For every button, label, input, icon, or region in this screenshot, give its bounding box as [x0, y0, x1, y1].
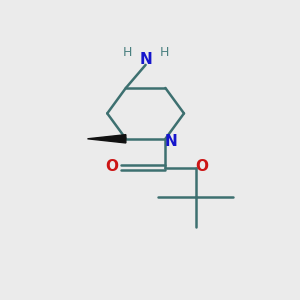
Text: N: N	[165, 134, 178, 148]
Polygon shape	[88, 135, 126, 143]
Text: H: H	[160, 46, 169, 59]
Text: H: H	[122, 46, 132, 59]
Text: N: N	[139, 52, 152, 67]
Text: O: O	[105, 159, 119, 174]
Text: O: O	[195, 159, 208, 174]
